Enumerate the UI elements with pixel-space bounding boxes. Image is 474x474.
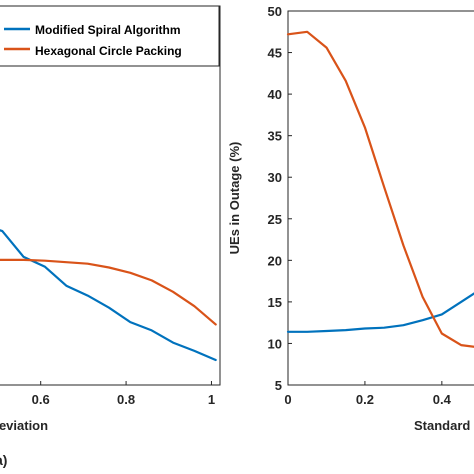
left-panel: 0.6 0.8 1 d Deviation a) Modified Spiral A… bbox=[0, 5, 221, 468]
right-series-line-0 bbox=[286, 292, 474, 333]
right-y-tick-label-35: 35 bbox=[268, 129, 282, 144]
right-series bbox=[286, 30, 474, 348]
right-panel: 5 10 15 20 25 30 35 40 45 50 0 0.2 0.4 Standard Dev… bbox=[227, 4, 474, 433]
right-y-tick-label-15: 15 bbox=[268, 295, 282, 310]
right-y-ticks: 5 10 15 20 25 30 35 40 45 50 bbox=[268, 4, 292, 393]
left-x-tick-label-0-6: 0.6 bbox=[32, 392, 50, 407]
left-x-axis-label: d Deviation bbox=[0, 418, 48, 433]
left-x-tick-label-0-8: 0.8 bbox=[117, 392, 135, 407]
left-x-ticks: 0.6 0.8 1 bbox=[32, 381, 215, 407]
right-y-tick-label-20: 20 bbox=[268, 253, 282, 268]
right-series-line-1 bbox=[286, 30, 474, 348]
legend-box bbox=[0, 5, 220, 67]
right-y-tick-label-45: 45 bbox=[268, 46, 282, 61]
right-y-tick-label-30: 30 bbox=[268, 170, 282, 185]
right-y-tick-label-50: 50 bbox=[268, 4, 282, 19]
right-y-tick-label-40: 40 bbox=[268, 87, 282, 102]
right-x-tick-label-0-4: 0.4 bbox=[433, 392, 452, 407]
left-series bbox=[0, 229, 217, 362]
right-x-tick-label-0-2: 0.2 bbox=[356, 392, 374, 407]
legend: Modified Spiral Algorithm Hexagonal Circ… bbox=[0, 5, 220, 67]
legend-label-modified-spiral: Modified Spiral Algorithm bbox=[35, 23, 181, 37]
right-y-tick-label-25: 25 bbox=[268, 212, 282, 227]
right-x-axis-label: Standard Deviation bbox=[414, 418, 474, 433]
left-series-line-modified-spiral-algorithm bbox=[0, 229, 217, 362]
left-series-line-hexagonal-circle-packing bbox=[0, 258, 217, 326]
right-x-ticks: 0 0.2 0.4 bbox=[284, 381, 452, 407]
right-y-axis-label: UEs in Outage (%) bbox=[227, 142, 242, 255]
left-x-tick-label-1: 1 bbox=[208, 392, 215, 407]
right-y-tick-label-10: 10 bbox=[268, 336, 282, 351]
panel-label-a: a) bbox=[0, 452, 7, 468]
legend-label-hexagonal-packing: Hexagonal Circle Packing bbox=[35, 44, 182, 58]
right-x-tick-label-0: 0 bbox=[284, 392, 291, 407]
right-y-tick-label-5: 5 bbox=[275, 378, 282, 393]
right-axes-box bbox=[287, 10, 474, 386]
